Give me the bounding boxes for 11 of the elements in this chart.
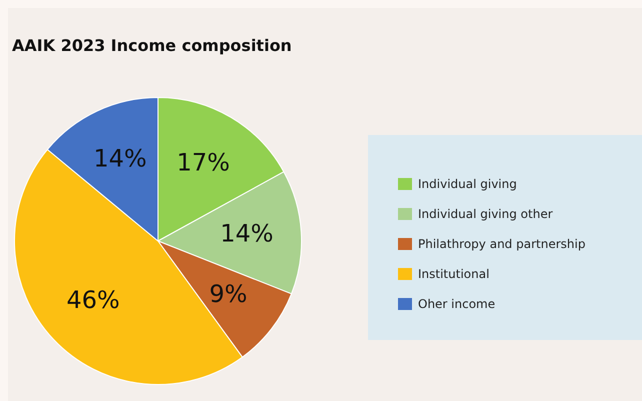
data-label: 9% xyxy=(209,280,248,308)
legend-label: Individual giving xyxy=(418,177,517,191)
data-label: 14% xyxy=(220,220,274,248)
data-label: 17% xyxy=(176,148,230,177)
legend-label: Oher income xyxy=(418,297,496,311)
legend-label: Institutional xyxy=(418,267,490,281)
data-label: 46% xyxy=(66,286,120,314)
chart-title: AAIK 2023 Income composition xyxy=(12,36,292,55)
data-label: 14% xyxy=(93,144,147,173)
legend-label: Individual giving other xyxy=(418,207,553,221)
legend-label: Philathropy and partnership xyxy=(418,237,586,251)
